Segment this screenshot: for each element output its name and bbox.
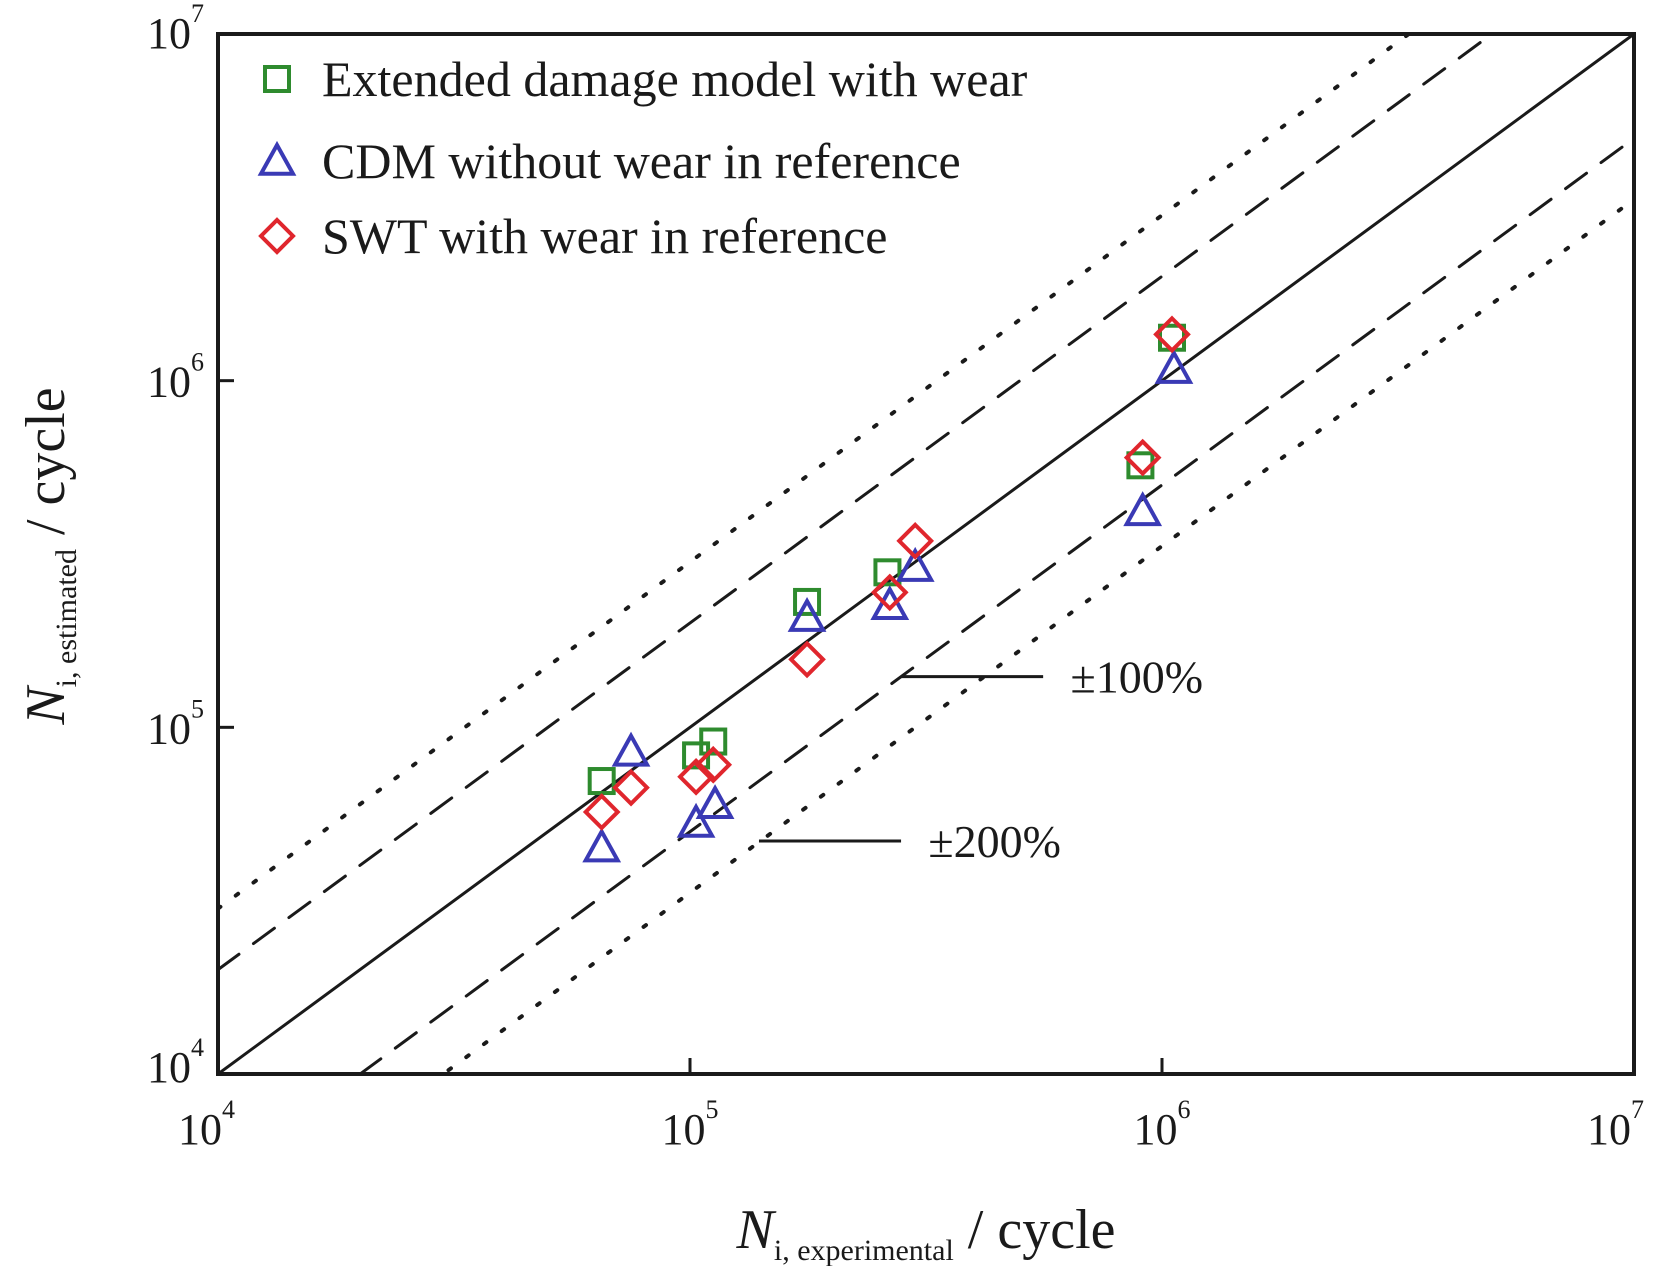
x-tick-base: 10 (1587, 1105, 1631, 1154)
annotations: ±100% ±200% (758, 652, 1204, 867)
x-tick-exponent: 4 (222, 1095, 235, 1124)
triangle-data-point (870, 585, 910, 621)
square-data-point (873, 558, 902, 587)
x-tick-base: 10 (178, 1105, 222, 1154)
reference-lines (218, 34, 1634, 1074)
y-tick-base: 10 (147, 1043, 191, 1092)
triangle-data-point (895, 546, 935, 582)
x-tick-exponent: 5 (706, 1095, 719, 1124)
y-axis-title-sub: i, estimated (50, 549, 83, 687)
x-tick-label: 105 (662, 1095, 719, 1154)
diamond-data-point (694, 745, 733, 784)
x-tick-base: 10 (1134, 1105, 1178, 1154)
x-tick-base: 10 (662, 1105, 706, 1154)
legend-label: Extended damage model with wear (322, 51, 1028, 107)
diamond-data-point (1123, 438, 1162, 477)
y-tick-base: 10 (147, 9, 191, 58)
legend-label: CDM without wear in reference (322, 133, 961, 189)
x-tick-label: 107 (1587, 1095, 1644, 1154)
y-tick-exponent: 5 (191, 694, 204, 723)
legend-diamond-marker (258, 217, 296, 255)
x-tick-label: 104 (178, 1095, 235, 1154)
diamond-data-point (612, 768, 650, 807)
annotation-label: ±100% (1071, 652, 1204, 703)
legend-triangle-marker (257, 140, 297, 176)
legend-label: SWT with wear in reference (322, 208, 887, 264)
plot-frame (216, 32, 1636, 1076)
y-tick-base: 10 (147, 704, 191, 753)
diamond-data-point (896, 522, 935, 560)
y-tick-exponent: 6 (191, 348, 204, 377)
square-data-point (587, 767, 616, 796)
triangle-data-point (695, 784, 735, 820)
x-axis-title-main: N (736, 1199, 777, 1261)
y-axis-title-unit: / cycle (15, 387, 77, 549)
x-tick-exponent: 6 (1178, 1095, 1191, 1124)
diamond-data-point (870, 573, 909, 612)
dotted-reference-line (439, 197, 1634, 1074)
triangle-data-point (787, 596, 827, 632)
square-data-point (699, 727, 728, 756)
x-axis-title-unit: / cycle (954, 1199, 1116, 1261)
y-tick-label: 105 (147, 694, 204, 753)
legend-square-marker (263, 65, 291, 93)
x-tick-label: 106 (1134, 1095, 1191, 1154)
triangle-data-point (611, 731, 651, 767)
x-axis-title-sub: i, experimental (774, 1234, 954, 1266)
triangle-data-point (582, 827, 622, 863)
triangle-data-point (1123, 491, 1163, 527)
dashed-reference-line (357, 136, 1634, 1074)
dashed-reference-line (218, 34, 1495, 972)
diamond-data-point (582, 793, 621, 831)
y-tick-exponent: 4 (191, 1033, 204, 1062)
solid-reference-line (218, 34, 1634, 1074)
y-tick-base: 10 (147, 358, 191, 407)
diamond-data-point (788, 640, 826, 679)
diamond-data-point (1153, 315, 1191, 354)
dotted-reference-line (218, 34, 1413, 911)
legend: Extended damage model with wear CDM witho… (257, 51, 1028, 264)
square-data-point (793, 587, 822, 616)
annotation-label: ±200% (928, 816, 1061, 867)
triangle-data-point (1154, 348, 1194, 384)
data-markers (582, 315, 1194, 863)
y-tick-label: 104 (147, 1033, 204, 1092)
y-tick-label: 106 (147, 348, 204, 407)
y-axis-title: Ni, estimated / cycle (15, 387, 83, 725)
y-axis-title-main: N (15, 685, 77, 726)
y-tick-exponent: 7 (191, 0, 204, 28)
x-tick-exponent: 7 (1631, 1095, 1644, 1124)
y-tick-label: 107 (147, 0, 204, 58)
x-axis-title: Ni, experimental / cycle (736, 1199, 1116, 1266)
triangle-data-point (676, 802, 716, 838)
